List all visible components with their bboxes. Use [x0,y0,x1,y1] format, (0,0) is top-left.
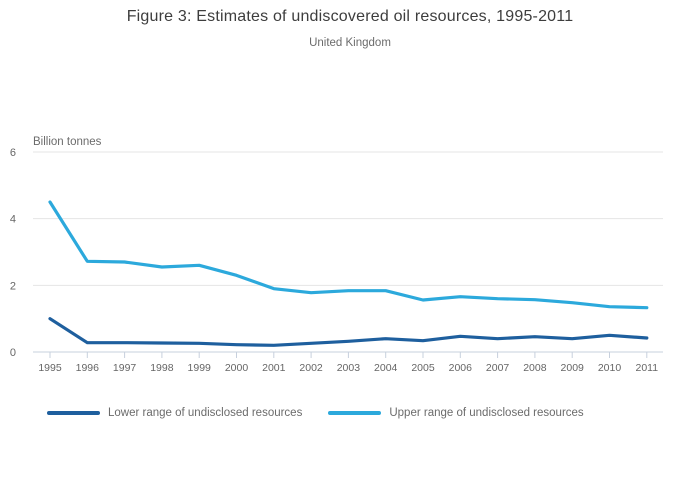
x-tick-label: 1996 [76,362,100,374]
y-tick-label: 2 [10,280,16,292]
x-tick-label: 2003 [337,362,361,374]
upper-range-line-swatch [328,411,382,415]
upper-range-line [48,200,649,310]
y-tick-label: 0 [10,347,16,359]
x-tick-label: 2006 [449,362,473,374]
chart-subtitle: United Kingdom [309,37,391,49]
lower-range-line-swatch [47,411,100,415]
x-tick-label: 1997 [113,362,137,374]
x-tick-label: 2010 [598,362,622,374]
x-tick-label: 2005 [411,362,435,374]
x-tick-label: 2004 [374,362,398,374]
y-tick-label: 4 [10,214,16,226]
x-tick-label: 2007 [486,362,510,374]
x-tick-label: 1998 [150,362,174,374]
lower-range-line [48,317,649,347]
legend-label-upper-range: Upper range of undisclosed resources [389,407,584,419]
x-tick-label: 2001 [262,362,286,374]
legend-item-upper-range[interactable]: Upper range of undisclosed resources [328,407,584,419]
legend-item-lower-range[interactable]: Lower range of undisclosed resources [47,407,302,419]
y-tick-label: 6 [10,147,16,159]
x-tick-label: 2009 [561,362,585,374]
x-tick-label: 2002 [299,362,323,374]
x-tick-label: 1999 [188,362,212,374]
x-tick-label: 1995 [38,362,62,374]
y-axis-label: Billion tonnes [33,136,102,148]
chart-title: Figure 3: Estimates of undiscovered oil … [126,8,574,25]
x-tick-label: 2011 [636,362,659,374]
x-tick-label: 2008 [523,362,547,374]
legend-label-lower-range: Lower range of undisclosed resources [108,407,303,419]
x-tick-label: 2000 [225,362,249,374]
legend: Lower range of undisclosed resources Upp… [47,407,584,419]
